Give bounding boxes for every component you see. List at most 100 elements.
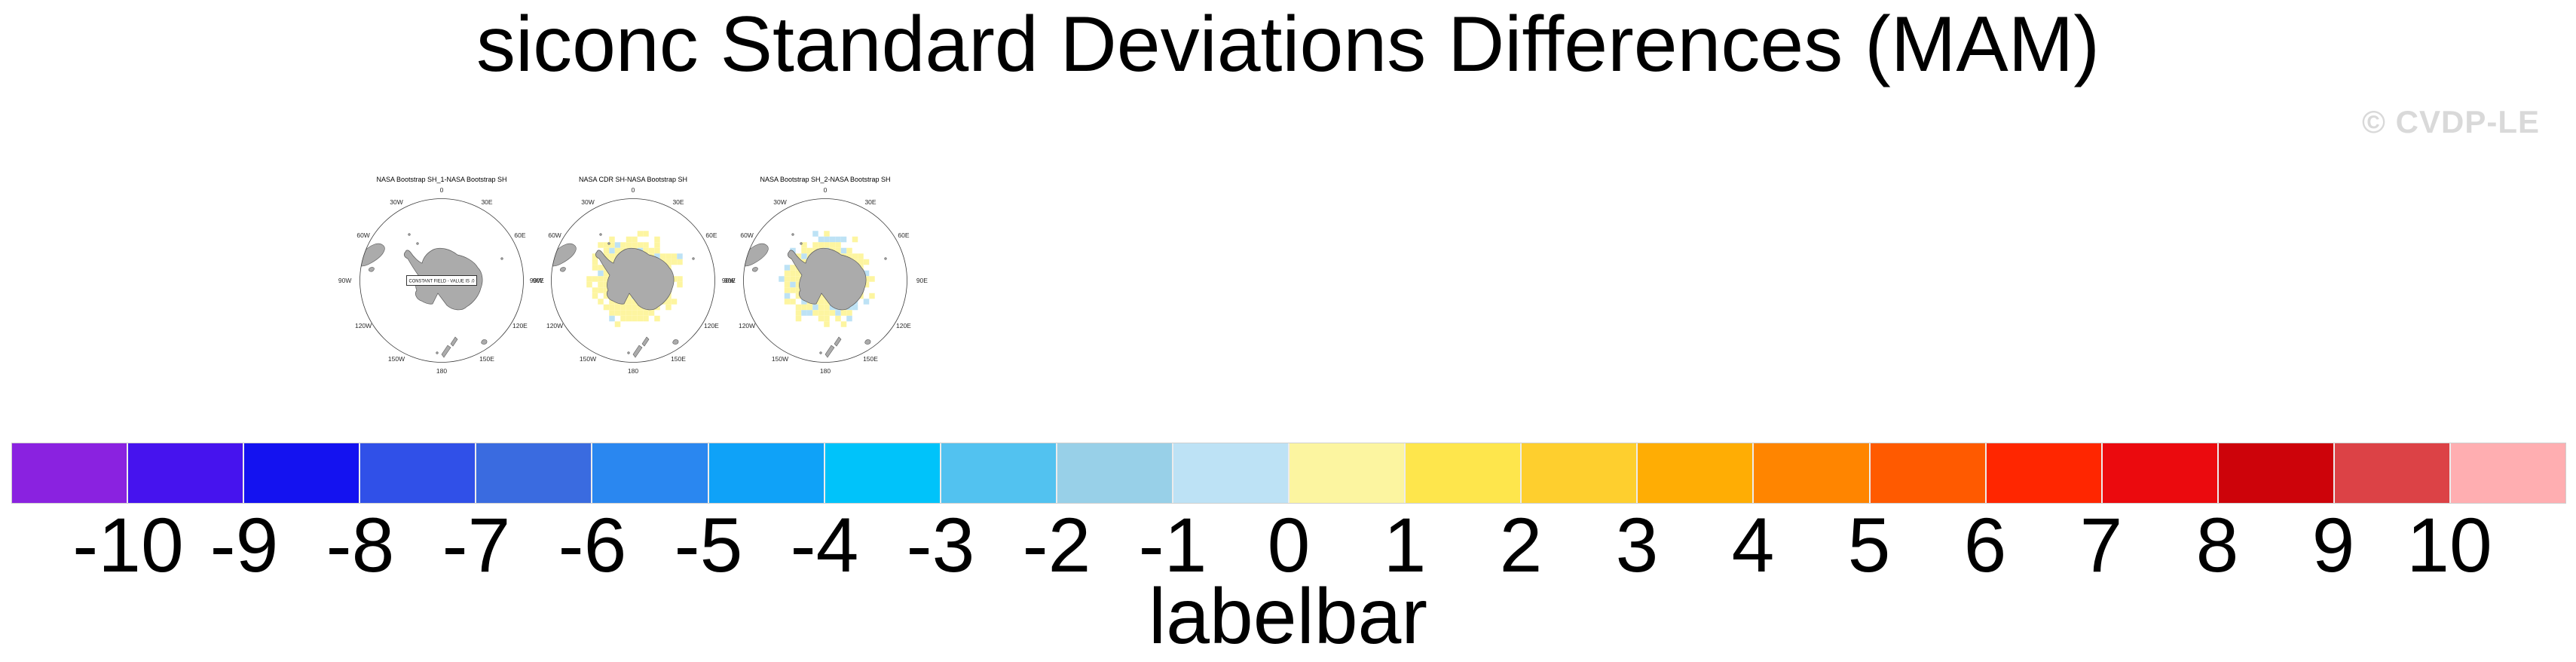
longitude-label: 180 [436, 367, 447, 375]
map-boundary-circle [551, 198, 715, 363]
data-cell [609, 236, 615, 243]
data-cell [852, 236, 858, 243]
colorbar-cell [2450, 443, 2566, 503]
small-island-dot [599, 233, 602, 236]
data-cell [835, 242, 841, 248]
colorbar-cell [592, 443, 709, 503]
data-cell [784, 265, 791, 271]
colorbar-tick-label: 1 [1383, 502, 1427, 588]
data-cell [598, 287, 604, 293]
longitude-label: 90E [916, 277, 928, 284]
map-panel-title: NASA CDR SH-NASA Bootstrap SH [579, 176, 687, 183]
data-cell [603, 281, 610, 288]
data-cell [824, 236, 830, 243]
data-cell [829, 242, 836, 248]
constant-field-label: CONSTANT FIELD - VALUE IS .0 [409, 278, 475, 283]
data-cell [812, 231, 818, 237]
data-cell [784, 299, 791, 305]
data-cell [614, 310, 621, 316]
data-cell [863, 281, 870, 288]
small-island-dot [819, 351, 822, 354]
colorbar-cell [825, 443, 941, 503]
data-cell [840, 247, 847, 254]
data-cell [603, 247, 610, 254]
data-cell [835, 247, 841, 254]
data-cell [801, 310, 807, 316]
data-cell [869, 276, 875, 282]
colorbar-tick-label: -7 [442, 502, 511, 588]
data-cell [795, 253, 802, 259]
colorbar-cell [128, 443, 245, 503]
small-island-dot [436, 351, 439, 354]
data-cell [869, 293, 875, 299]
data-cell [818, 293, 825, 299]
longitude-label: 0 [632, 186, 635, 194]
data-cell [654, 236, 660, 243]
longitude-label: 90W [722, 277, 735, 284]
longitude-label: 180 [820, 367, 831, 375]
longitude-label: 60E [514, 231, 525, 239]
map-panel-title: NASA Bootstrap SH_1-NASA Bootstrap SH [376, 176, 506, 183]
map-boundary-circle [743, 198, 907, 363]
small-island-dot [408, 233, 411, 236]
data-cell [632, 315, 638, 322]
data-cell [790, 270, 796, 277]
longitude-label: 0 [440, 186, 444, 194]
data-cell [654, 242, 660, 248]
colorbar-tick-label: 9 [2311, 502, 2355, 588]
data-cell [614, 304, 621, 311]
colorbar-cell [1290, 443, 1406, 503]
data-cell [643, 242, 649, 248]
colorbar-tick-label: -5 [674, 502, 743, 588]
colorbar-cell [1754, 443, 1871, 503]
data-cell [806, 247, 813, 254]
constant-field-box [406, 275, 477, 286]
longitude-label: 120W [355, 322, 372, 329]
colorbar-cell [476, 443, 593, 503]
data-cell [812, 310, 818, 316]
longitude-label: 120W [739, 322, 755, 329]
data-cell [671, 276, 678, 282]
longitude-label: 180 [628, 367, 638, 375]
new-zealand-south-island [825, 345, 835, 358]
longitude-label: 60W [548, 231, 561, 239]
colorbar-cell [1057, 443, 1173, 503]
data-cell [592, 293, 598, 299]
colorbar-tick-label: -10 [72, 502, 184, 588]
data-cell [614, 247, 621, 254]
data-cell [620, 315, 626, 322]
data-cell [818, 315, 825, 322]
longitude-label: 30W [390, 198, 402, 206]
longitude-label: 90W [530, 277, 543, 284]
data-cell [603, 304, 610, 311]
longitude-label: 60E [705, 231, 717, 239]
small-island-dot [800, 242, 803, 245]
small-island-dot [607, 242, 610, 245]
island-landmass [672, 339, 679, 345]
data-cell [846, 310, 852, 316]
data-cell [626, 315, 632, 322]
small-island-dot [627, 351, 630, 354]
island-landmass [481, 339, 488, 345]
data-cell [858, 259, 864, 265]
data-cell [790, 276, 796, 282]
data-cell [795, 287, 802, 293]
colorbar-tick-label: -4 [790, 502, 859, 588]
data-cell [632, 299, 638, 305]
data-cell [801, 299, 807, 305]
small-island-dot [791, 233, 794, 236]
data-cell [598, 276, 604, 282]
colorbar-tick-label: 5 [1847, 502, 1891, 588]
colorbar-cell [1522, 443, 1638, 503]
data-cell [824, 231, 830, 237]
data-cell [643, 247, 649, 254]
data-cell [620, 310, 626, 316]
data-cell [632, 310, 638, 316]
longitude-label: 30W [773, 198, 786, 206]
data-cell [598, 265, 604, 271]
data-cell [795, 270, 802, 277]
colorbar-tick-label: 8 [2195, 502, 2239, 588]
tierra-del-fuego-landmass [369, 267, 375, 272]
page-title: siconc Standard Deviations Differences (… [476, 1, 2100, 88]
data-cell [801, 242, 807, 248]
